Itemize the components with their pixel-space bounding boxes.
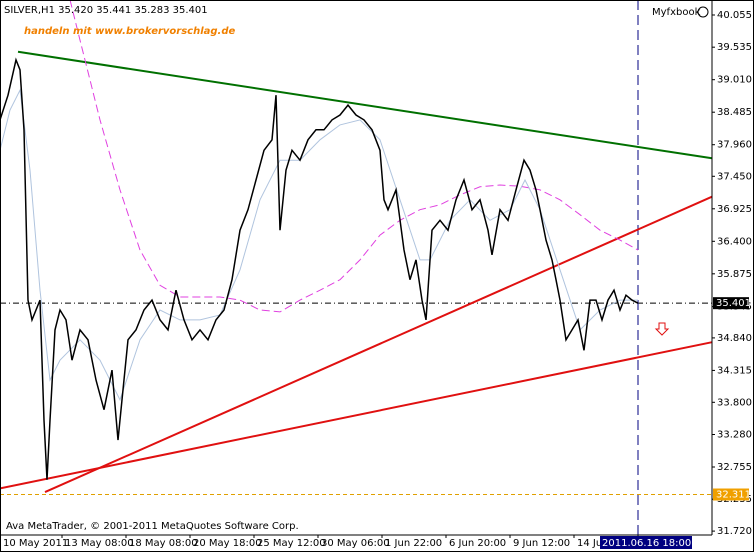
plot-area [0, 0, 713, 535]
sell-arrow [654, 322, 670, 336]
y-tick-label: 40.055 [717, 10, 752, 21]
y-tick-label: 33.280 [717, 430, 752, 441]
y-tick-label: 36.925 [717, 204, 752, 215]
footer: Ava MetaTrader, © 2001-2011 MetaQuotes S… [6, 521, 299, 532]
trend-line [17, 50, 713, 160]
y-tick-label: 35.875 [717, 269, 752, 280]
x-tick-label: 18 May 08:00 [129, 538, 198, 549]
y-tick-label: 31.720 [717, 526, 752, 537]
price-label: 32.311 [716, 490, 751, 501]
brand-icon [697, 6, 709, 18]
y-tick-label: 32.755 [717, 462, 752, 473]
y-tick-label: 38.485 [717, 107, 752, 118]
moving-average [69, 0, 639, 313]
y-tick-label: 37.960 [717, 140, 752, 151]
trend-line [44, 195, 713, 494]
chart-title: SILVER,H1 35.420 35.441 35.283 35.401 [4, 5, 208, 16]
x-tick-label: 1 Jun 22:00 [385, 538, 442, 549]
y-tick-label: 34.840 [717, 333, 752, 344]
x-tick-label: 10 May 2011 [3, 538, 68, 549]
x-tick-label: 30 May 06:00 [321, 538, 390, 549]
price-label: 35.401 [716, 298, 751, 309]
x-tick-highlight [600, 536, 692, 549]
price-label-box [713, 297, 749, 310]
y-tick-label: 36.400 [717, 236, 752, 247]
x-tick-label: 9 Jun 12:00 [513, 538, 570, 549]
x-tick-label: 25 May 12:00 [257, 538, 326, 549]
x-tick-label: 13 May 08:00 [65, 538, 134, 549]
y-tick-label: 37.450 [717, 171, 752, 182]
x-tick-label: 6 Jun 20:00 [449, 538, 506, 549]
y-tick-label: 33.800 [717, 397, 752, 408]
brand: Myfxbook [652, 7, 701, 18]
price-line [0, 57, 639, 480]
x-tick-label: 20 May 18:00 [193, 538, 262, 549]
y-tick-label: 39.535 [717, 42, 752, 53]
trend-line [0, 341, 713, 490]
x-tick-label: 14 Ju [577, 538, 602, 549]
y-tick-label: 39.010 [717, 75, 752, 86]
x-tick-label: 2011.06.16 18:00 [602, 538, 691, 549]
annotation: handeln mit www.brokervorschlag.de [24, 26, 236, 37]
y-tick-label: 34.315 [717, 365, 752, 376]
price-label-box [713, 488, 749, 501]
